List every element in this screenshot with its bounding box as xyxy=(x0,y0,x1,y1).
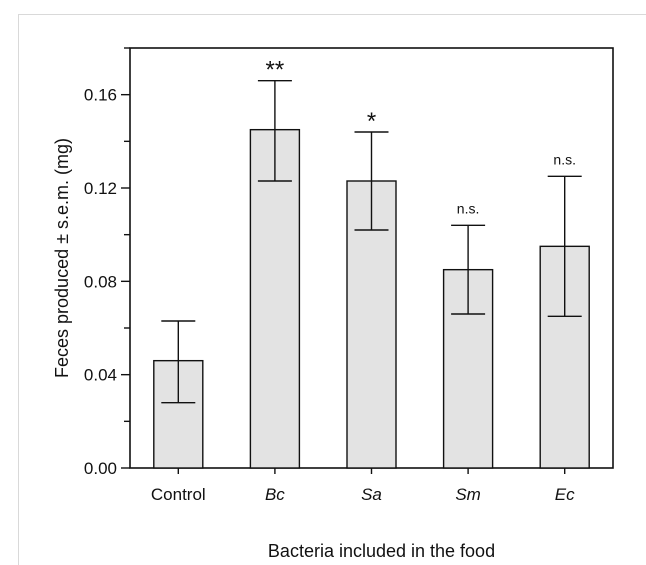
x-tick-label: Sa xyxy=(361,485,382,504)
significance-label: * xyxy=(367,108,376,135)
y-tick-label: 0.16 xyxy=(84,86,117,105)
significance-label: n.s. xyxy=(457,200,480,216)
bar-group-sa: * xyxy=(346,108,397,469)
bar-group-control xyxy=(153,320,204,469)
x-tick-label: Control xyxy=(151,485,206,504)
bar-group-ec: n.s. xyxy=(539,151,590,469)
significance-label: n.s. xyxy=(553,151,576,167)
y-axis-title: Feces produced ± s.e.m. (mg) xyxy=(52,138,72,378)
frame-left-line xyxy=(18,14,19,565)
y-tick-label: 0.00 xyxy=(84,459,117,478)
y-tick-label: 0.04 xyxy=(84,366,117,385)
plot-area: ***n.s.n.s. 0.000.040.080.120.16 Control… xyxy=(84,47,614,504)
frame-top-line xyxy=(18,14,646,15)
bars-group: ***n.s.n.s. xyxy=(153,57,590,469)
x-tick-label: Bc xyxy=(265,485,285,504)
x-tick-label: Ec xyxy=(555,485,575,504)
bar-group-bc: ** xyxy=(249,57,301,469)
x-tick-label: Sm xyxy=(455,485,481,504)
x-axis-title: Bacteria included in the food xyxy=(268,541,495,561)
bar-group-sm: n.s. xyxy=(442,200,494,469)
y-tick-label: 0.08 xyxy=(84,272,117,291)
y-axis: 0.00 0.04 0.08 0.12 0.16 xyxy=(84,47,130,478)
significance-label: ** xyxy=(266,57,285,84)
x-axis: Control Bc Sa Sm Ec xyxy=(151,468,575,504)
y-tick-label: 0.12 xyxy=(84,179,117,198)
